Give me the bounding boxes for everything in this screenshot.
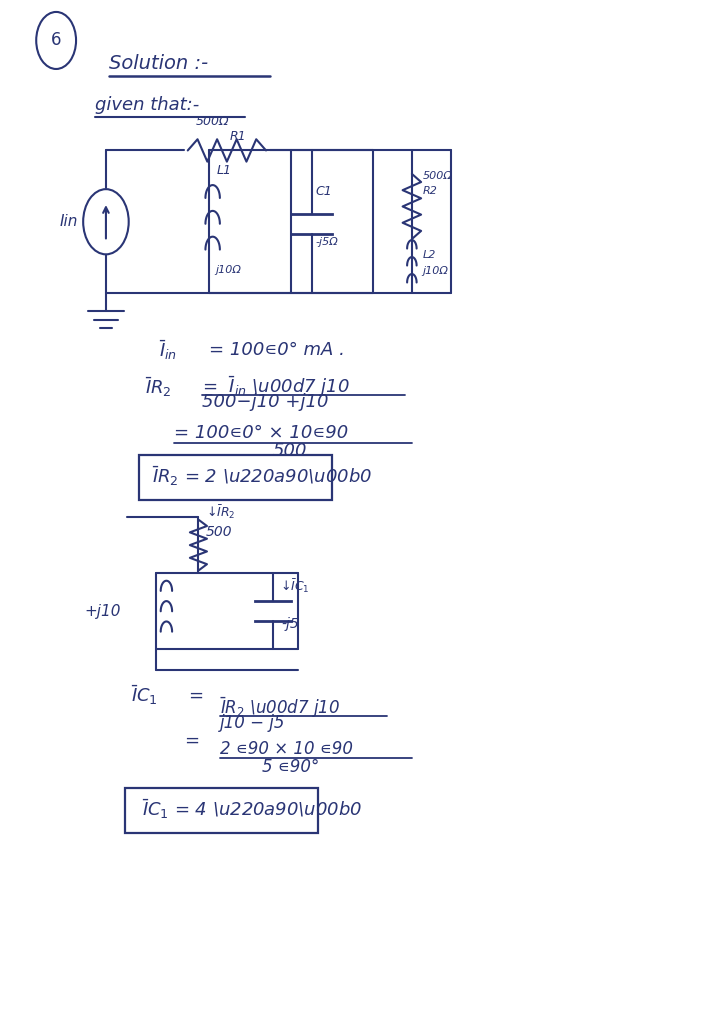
Text: R2: R2 [422, 186, 437, 197]
Text: C1: C1 [315, 184, 333, 198]
Text: 500Ω: 500Ω [422, 171, 452, 181]
Text: given that:-: given that:- [95, 95, 199, 114]
Text: =: = [188, 686, 203, 705]
Text: $\bar{I}_{in}$: $\bar{I}_{in}$ [159, 338, 177, 361]
Text: L2: L2 [422, 250, 436, 260]
Text: 2 ∊90 × 10 ∊90: 2 ∊90 × 10 ∊90 [220, 740, 353, 759]
Text: Iin: Iin [60, 214, 78, 229]
Text: j10Ω: j10Ω [215, 264, 241, 274]
Text: 500: 500 [273, 442, 308, 460]
Text: $\bar{I}C_1$: $\bar{I}C_1$ [130, 683, 158, 708]
Text: $\bar{I}C_1$ = 4 \u220a90\u00b0: $\bar{I}C_1$ = 4 \u220a90\u00b0 [141, 798, 361, 821]
Text: ↓$\bar{I}R_2$: ↓$\bar{I}R_2$ [206, 503, 235, 521]
Text: 6: 6 [51, 32, 62, 49]
Text: j10 − j5: j10 − j5 [220, 714, 285, 732]
Text: ↓$\bar{I}C_1$: ↓$\bar{I}C_1$ [280, 578, 310, 595]
Text: =  $\bar{I}_{in}$ \u00d7 j10: = $\bar{I}_{in}$ \u00d7 j10 [202, 375, 350, 399]
Text: 500: 500 [206, 525, 232, 540]
Text: +j10: +j10 [85, 604, 121, 618]
Text: 500Ω: 500Ω [196, 116, 229, 128]
Text: -j5Ω: -j5Ω [315, 238, 338, 247]
Text: $\bar{I}R_2$: $\bar{I}R_2$ [145, 375, 171, 398]
Text: -j5: -j5 [282, 616, 300, 631]
Text: j10Ω: j10Ω [422, 265, 448, 275]
Text: 500−j10 +j10: 500−j10 +j10 [202, 393, 328, 411]
Text: R1: R1 [229, 130, 246, 142]
Text: = 100∊0° × 10∊90: = 100∊0° × 10∊90 [174, 424, 348, 441]
Text: L1: L1 [217, 164, 231, 177]
Text: $\bar{I}R_2$ \u00d7 j10: $\bar{I}R_2$ \u00d7 j10 [220, 695, 340, 720]
Text: Solution :-: Solution :- [110, 54, 209, 74]
Text: =: = [184, 732, 199, 751]
Text: 5 ∊90°: 5 ∊90° [262, 758, 320, 775]
Text: = 100∊0° mA .: = 100∊0° mA . [209, 341, 345, 359]
Text: $\bar{I}R_2$ = 2 \u220a90\u00b0: $\bar{I}R_2$ = 2 \u220a90\u00b0 [152, 465, 372, 488]
